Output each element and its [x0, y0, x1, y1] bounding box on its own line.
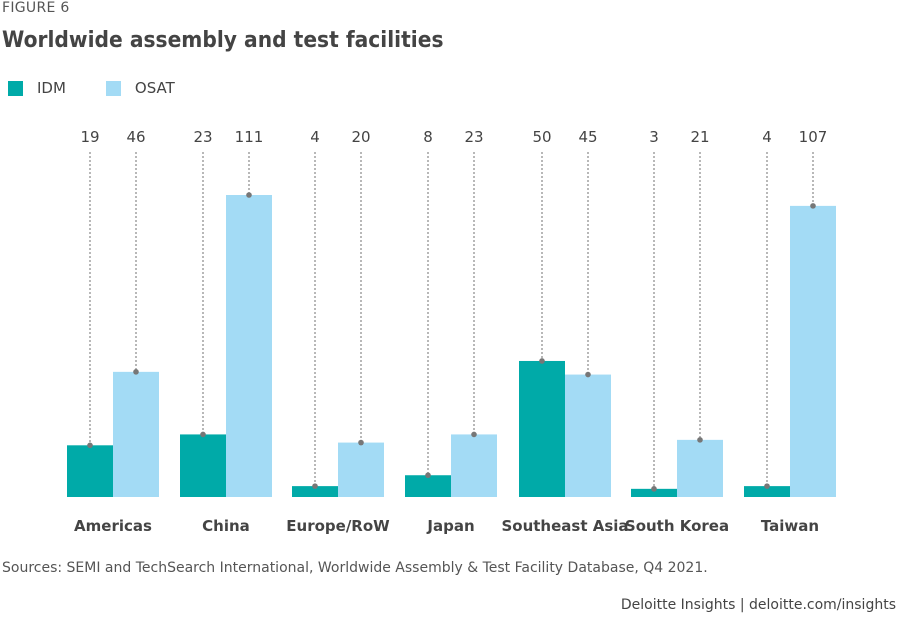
- value-dot-osat-3: [471, 431, 477, 438]
- value-dot-osat-1: [246, 192, 252, 198]
- bar-idm-0: [67, 445, 113, 497]
- data-label-osat-1: 111: [235, 128, 264, 146]
- data-label-idm-4: 50: [532, 128, 551, 146]
- value-dot-osat-2: [358, 439, 364, 446]
- bar-osat-6: [790, 205, 836, 497]
- category-label-1: China: [202, 517, 250, 535]
- category-label-5: South Korea: [625, 517, 729, 535]
- value-dot-osat-6: [810, 203, 816, 209]
- bar-idm-4: [519, 360, 565, 497]
- bar-idm-2: [292, 486, 338, 497]
- data-label-idm-1: 23: [193, 128, 212, 146]
- category-label-4: Southeast Asia: [501, 517, 628, 535]
- legend-swatch-osat: [105, 80, 121, 96]
- bar-idm-5: [631, 488, 677, 497]
- value-dot-idm-3: [425, 472, 431, 479]
- category-label-2: Europe/RoW: [286, 517, 390, 535]
- bar-idm-3: [405, 475, 451, 497]
- category-label-0: Americas: [74, 517, 152, 535]
- bar-idm-1: [180, 434, 226, 497]
- data-label-osat-5: 21: [690, 128, 709, 146]
- chart-title: Worldwide assembly and test facilities: [2, 28, 444, 53]
- bar-idm-6: [744, 486, 790, 497]
- legend-swatch-idm: [8, 80, 23, 96]
- legend-label-idm: IDM: [37, 79, 66, 97]
- data-label-osat-2: 20: [351, 128, 370, 146]
- legend-item-osat: OSAT: [105, 79, 175, 97]
- value-dot-idm-0: [87, 442, 93, 449]
- category-label-6: Taiwan: [761, 517, 819, 535]
- data-label-osat-3: 23: [464, 128, 483, 146]
- bar-osat-4: [565, 374, 611, 497]
- value-dot-idm-6: [764, 483, 770, 489]
- data-label-idm-0: 19: [80, 128, 99, 146]
- bar-osat-5: [677, 439, 723, 497]
- value-dot-osat-0: [133, 369, 139, 375]
- value-dot-osat-5: [697, 437, 703, 443]
- data-label-osat-4: 45: [578, 128, 597, 146]
- data-label-idm-3: 8: [423, 128, 433, 146]
- bar-osat-2: [338, 442, 384, 497]
- figure-label: FIGURE 6: [2, 0, 70, 16]
- value-dot-idm-4: [539, 358, 545, 364]
- legend-label-osat: OSAT: [134, 79, 175, 97]
- data-label-idm-2: 4: [310, 128, 320, 146]
- data-label-osat-0: 46: [126, 128, 145, 146]
- bar-osat-1: [226, 195, 272, 497]
- value-dot-idm-5: [651, 486, 657, 492]
- bar-chart: 19 46 Americas 23 111 China 4 20 Europe/RoW 8 23 Ja…: [67, 128, 836, 535]
- value-dot-idm-1: [200, 431, 206, 438]
- data-label-osat-6: 107: [799, 128, 828, 146]
- value-dot-idm-2: [312, 483, 318, 489]
- category-label-3: Japan: [426, 517, 474, 535]
- legend-item-idm: IDM: [8, 79, 66, 97]
- data-label-idm-5: 3: [649, 128, 659, 146]
- legend: IDM OSAT: [8, 79, 215, 97]
- data-label-idm-6: 4: [762, 128, 772, 146]
- bar-osat-0: [113, 371, 159, 497]
- bar-osat-3: [451, 434, 497, 497]
- sources-note: Sources: SEMI and TechSearch Internation…: [2, 560, 708, 576]
- credit-line: Deloitte Insights | deloitte.com/insight…: [620, 597, 896, 613]
- value-dot-osat-4: [585, 371, 591, 378]
